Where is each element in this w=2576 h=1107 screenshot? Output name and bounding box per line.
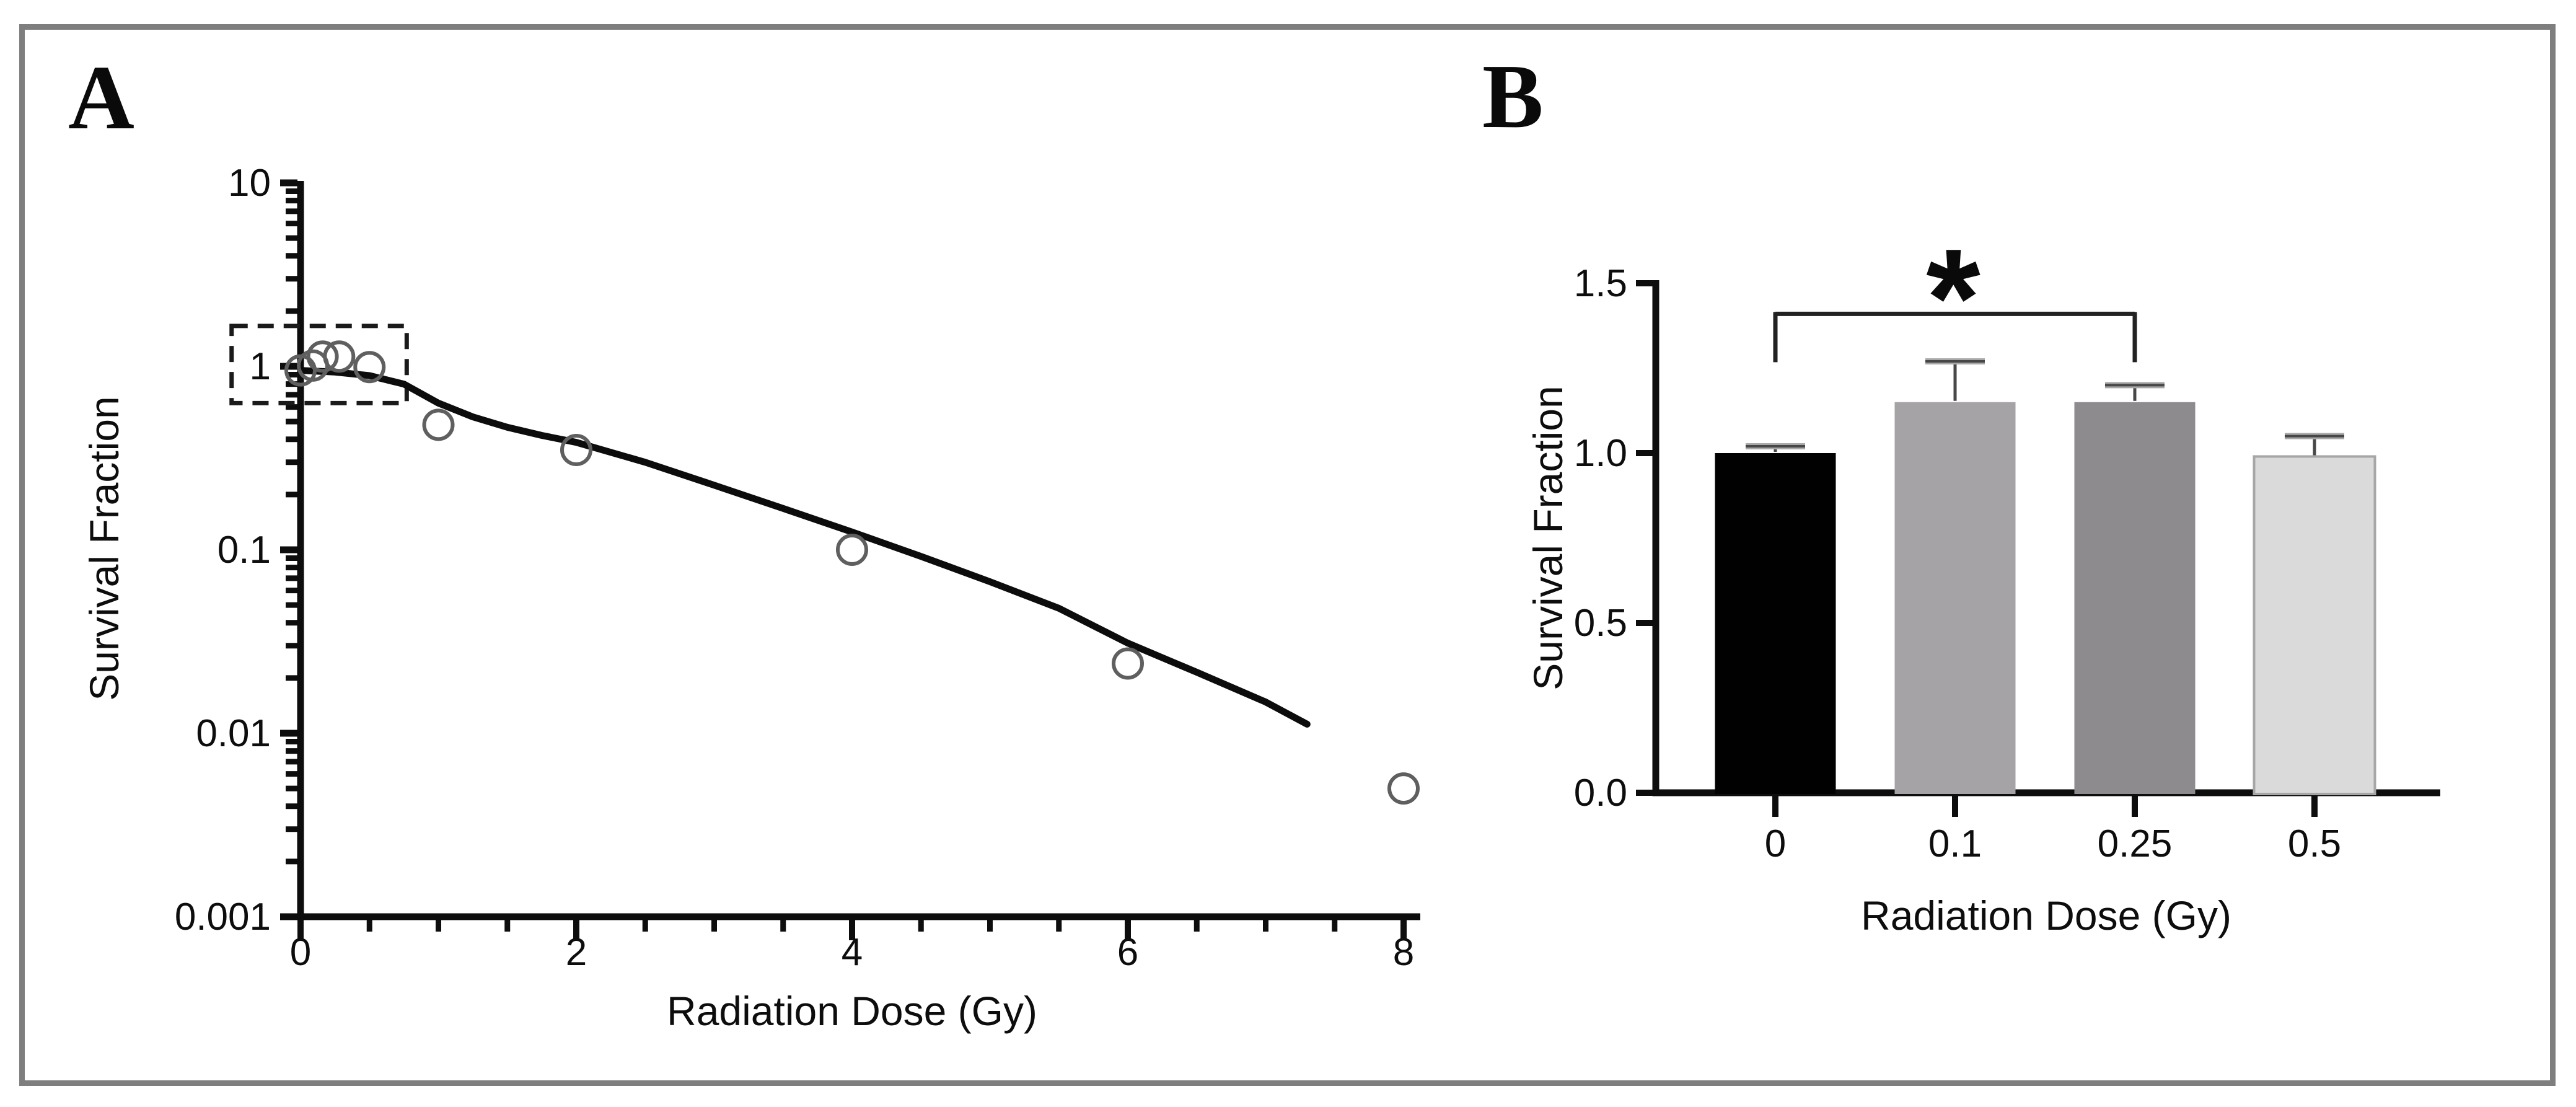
panel-b-x-tick-label: 0.25 (2098, 823, 2173, 865)
panel-b-y-axis-title: Survival Fraction (1525, 386, 1571, 690)
panel-b-x-tick-label: 0.5 (2288, 823, 2341, 865)
panel-b-y-tick-label: 1.0 (1574, 432, 1627, 475)
bar (2074, 402, 2196, 794)
panel-a-y-tick-label: 0.01 (196, 712, 271, 755)
panel-b-y-tick-label: 0.0 (1574, 772, 1627, 814)
bar (2253, 455, 2376, 795)
panel-a-x-tick-label: 0 (290, 931, 311, 974)
panel-b-y-tick-label: 0.5 (1574, 602, 1627, 645)
panel-b-y-tick-label: 1.5 (1574, 262, 1627, 305)
panel-b-letter: B (1482, 46, 1544, 148)
panel-a-y-axis-title: Survival Fraction (81, 396, 127, 701)
panel-a-y-tick-label: 1 (250, 345, 271, 388)
panel-b-x-axis-title: Radiation Dose (Gy) (1861, 893, 2231, 938)
data-point-circle (323, 340, 356, 373)
data-point-circle (422, 408, 455, 441)
data-point-circle (836, 534, 868, 566)
bar (1894, 402, 2016, 794)
significance-asterisk: * (1926, 219, 1980, 376)
data-point-circle (306, 340, 339, 373)
panel-a-x-tick-label: 2 (566, 931, 587, 974)
bar (1715, 453, 1836, 794)
panel-a-plot: 10 1 0.1 0.01 0.001 0 2 4 6 8 (175, 162, 1420, 974)
panel-a-letter: A (68, 47, 134, 149)
panel-a-y-tick-label: 10 (228, 162, 271, 205)
panel-a-y-tick-label: 0.1 (218, 529, 271, 571)
panel-b-plot: 0.0 0.5 1.0 1.5 0 0.1 0.25 0.5 (1574, 262, 2440, 865)
panel-b-x-tick-label: 0.1 (1928, 823, 1982, 865)
data-point-circle (1112, 647, 1144, 680)
panel-a-x-tick-label: 6 (1117, 931, 1138, 974)
panel-a-x-tick-label: 8 (1393, 931, 1414, 974)
data-point-circle (353, 351, 386, 384)
panel-b-x-tick-label: 0 (1765, 823, 1786, 865)
data-point-circle (560, 433, 592, 466)
panel-a-x-axis-title: Radiation Dose (Gy) (667, 988, 1037, 1034)
fit-curve (297, 367, 1311, 728)
panel-a-y-tick-label: 0.001 (175, 896, 271, 938)
dashed-roi-box (229, 324, 409, 405)
panel-a-x-tick-label: 4 (842, 931, 863, 974)
data-point-circle (1387, 772, 1420, 805)
